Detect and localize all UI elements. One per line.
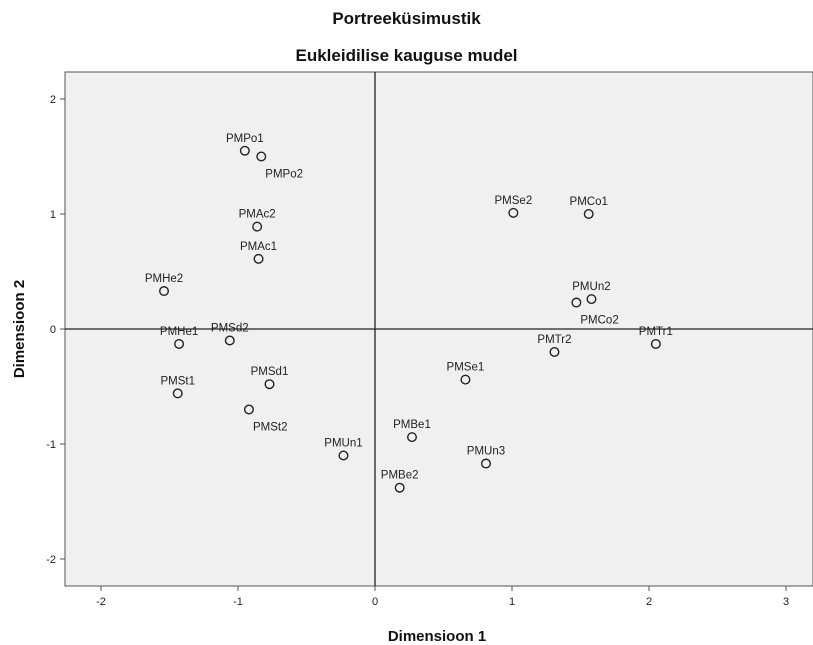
point-label: PMSt1 (160, 375, 195, 387)
point-label: PMBe2 (381, 470, 419, 482)
point-label: PMBe1 (393, 419, 431, 431)
point-marker (172, 388, 183, 399)
reference-lines (65, 72, 813, 586)
data-points: PMPo1 PMPo2 PMAc2 PMAc1 PMHe2 PMHe1 PMSd2 PMSt1… (145, 133, 673, 493)
point-marker (586, 294, 597, 305)
x-tick-label: 3 (783, 596, 789, 608)
y-tick-label: 0 (50, 324, 56, 336)
point-marker (571, 297, 582, 308)
point-label: PMUn1 (324, 438, 362, 450)
point-label: PMSe2 (495, 195, 533, 207)
y-tick-label: 1 (50, 209, 56, 221)
point-label: PMCo1 (570, 196, 608, 208)
x-tick-label: -2 (96, 596, 106, 608)
point-marker (256, 151, 267, 162)
point-label: PMHe1 (160, 326, 198, 338)
point-label: PMSd1 (251, 366, 289, 378)
point-marker (174, 338, 185, 349)
point-marker (264, 379, 275, 390)
point-marker (252, 221, 263, 232)
point-label: PMUn2 (572, 281, 610, 293)
x-axis-label: Dimensioon 1 (388, 628, 486, 645)
point-label: PMSd2 (211, 323, 249, 335)
x-tick-label: 2 (646, 596, 652, 608)
point-marker (406, 432, 417, 443)
point-marker (253, 253, 264, 264)
chart-title: Portreeküsimustik (332, 9, 481, 28)
point-marker (239, 145, 250, 156)
point-marker (549, 347, 560, 358)
point-label: PMAc2 (239, 209, 276, 221)
point-marker (460, 374, 471, 385)
x-tick-label: 1 (509, 596, 515, 608)
point-marker (243, 404, 254, 415)
x-tick-label: -1 (233, 596, 243, 608)
point-label: PMPo1 (226, 133, 264, 145)
point-label: PMSe1 (447, 362, 485, 374)
point-marker (583, 208, 594, 219)
point-marker (338, 450, 349, 461)
point-label: PMSt2 (253, 422, 288, 434)
point-label: PMTr1 (639, 326, 673, 338)
x-tick-label: 0 (372, 596, 378, 608)
point-marker (224, 335, 235, 346)
point-label: PMHe2 (145, 273, 183, 285)
point-label: PMPo2 (265, 169, 303, 181)
point-marker (394, 482, 405, 493)
point-label: PMUn3 (467, 446, 505, 458)
point-label: PMCo2 (580, 315, 618, 327)
point-marker (159, 286, 170, 297)
point-marker (650, 338, 661, 349)
point-marker (508, 207, 519, 218)
point-marker (480, 458, 491, 469)
y-tick-label: -1 (46, 439, 56, 451)
y-axis-label: Dimensioon 2 (11, 280, 28, 378)
point-label: PMTr2 (537, 334, 571, 346)
y-tick-label: 2 (50, 94, 56, 106)
axis-ticks: -2 -1 0 1 2 3 -2 -1 0 1 2 (46, 94, 789, 608)
point-label: PMAc1 (240, 241, 277, 253)
chart-subtitle: Eukleidilise kauguse mudel (295, 46, 518, 65)
y-tick-label: -2 (46, 554, 56, 566)
